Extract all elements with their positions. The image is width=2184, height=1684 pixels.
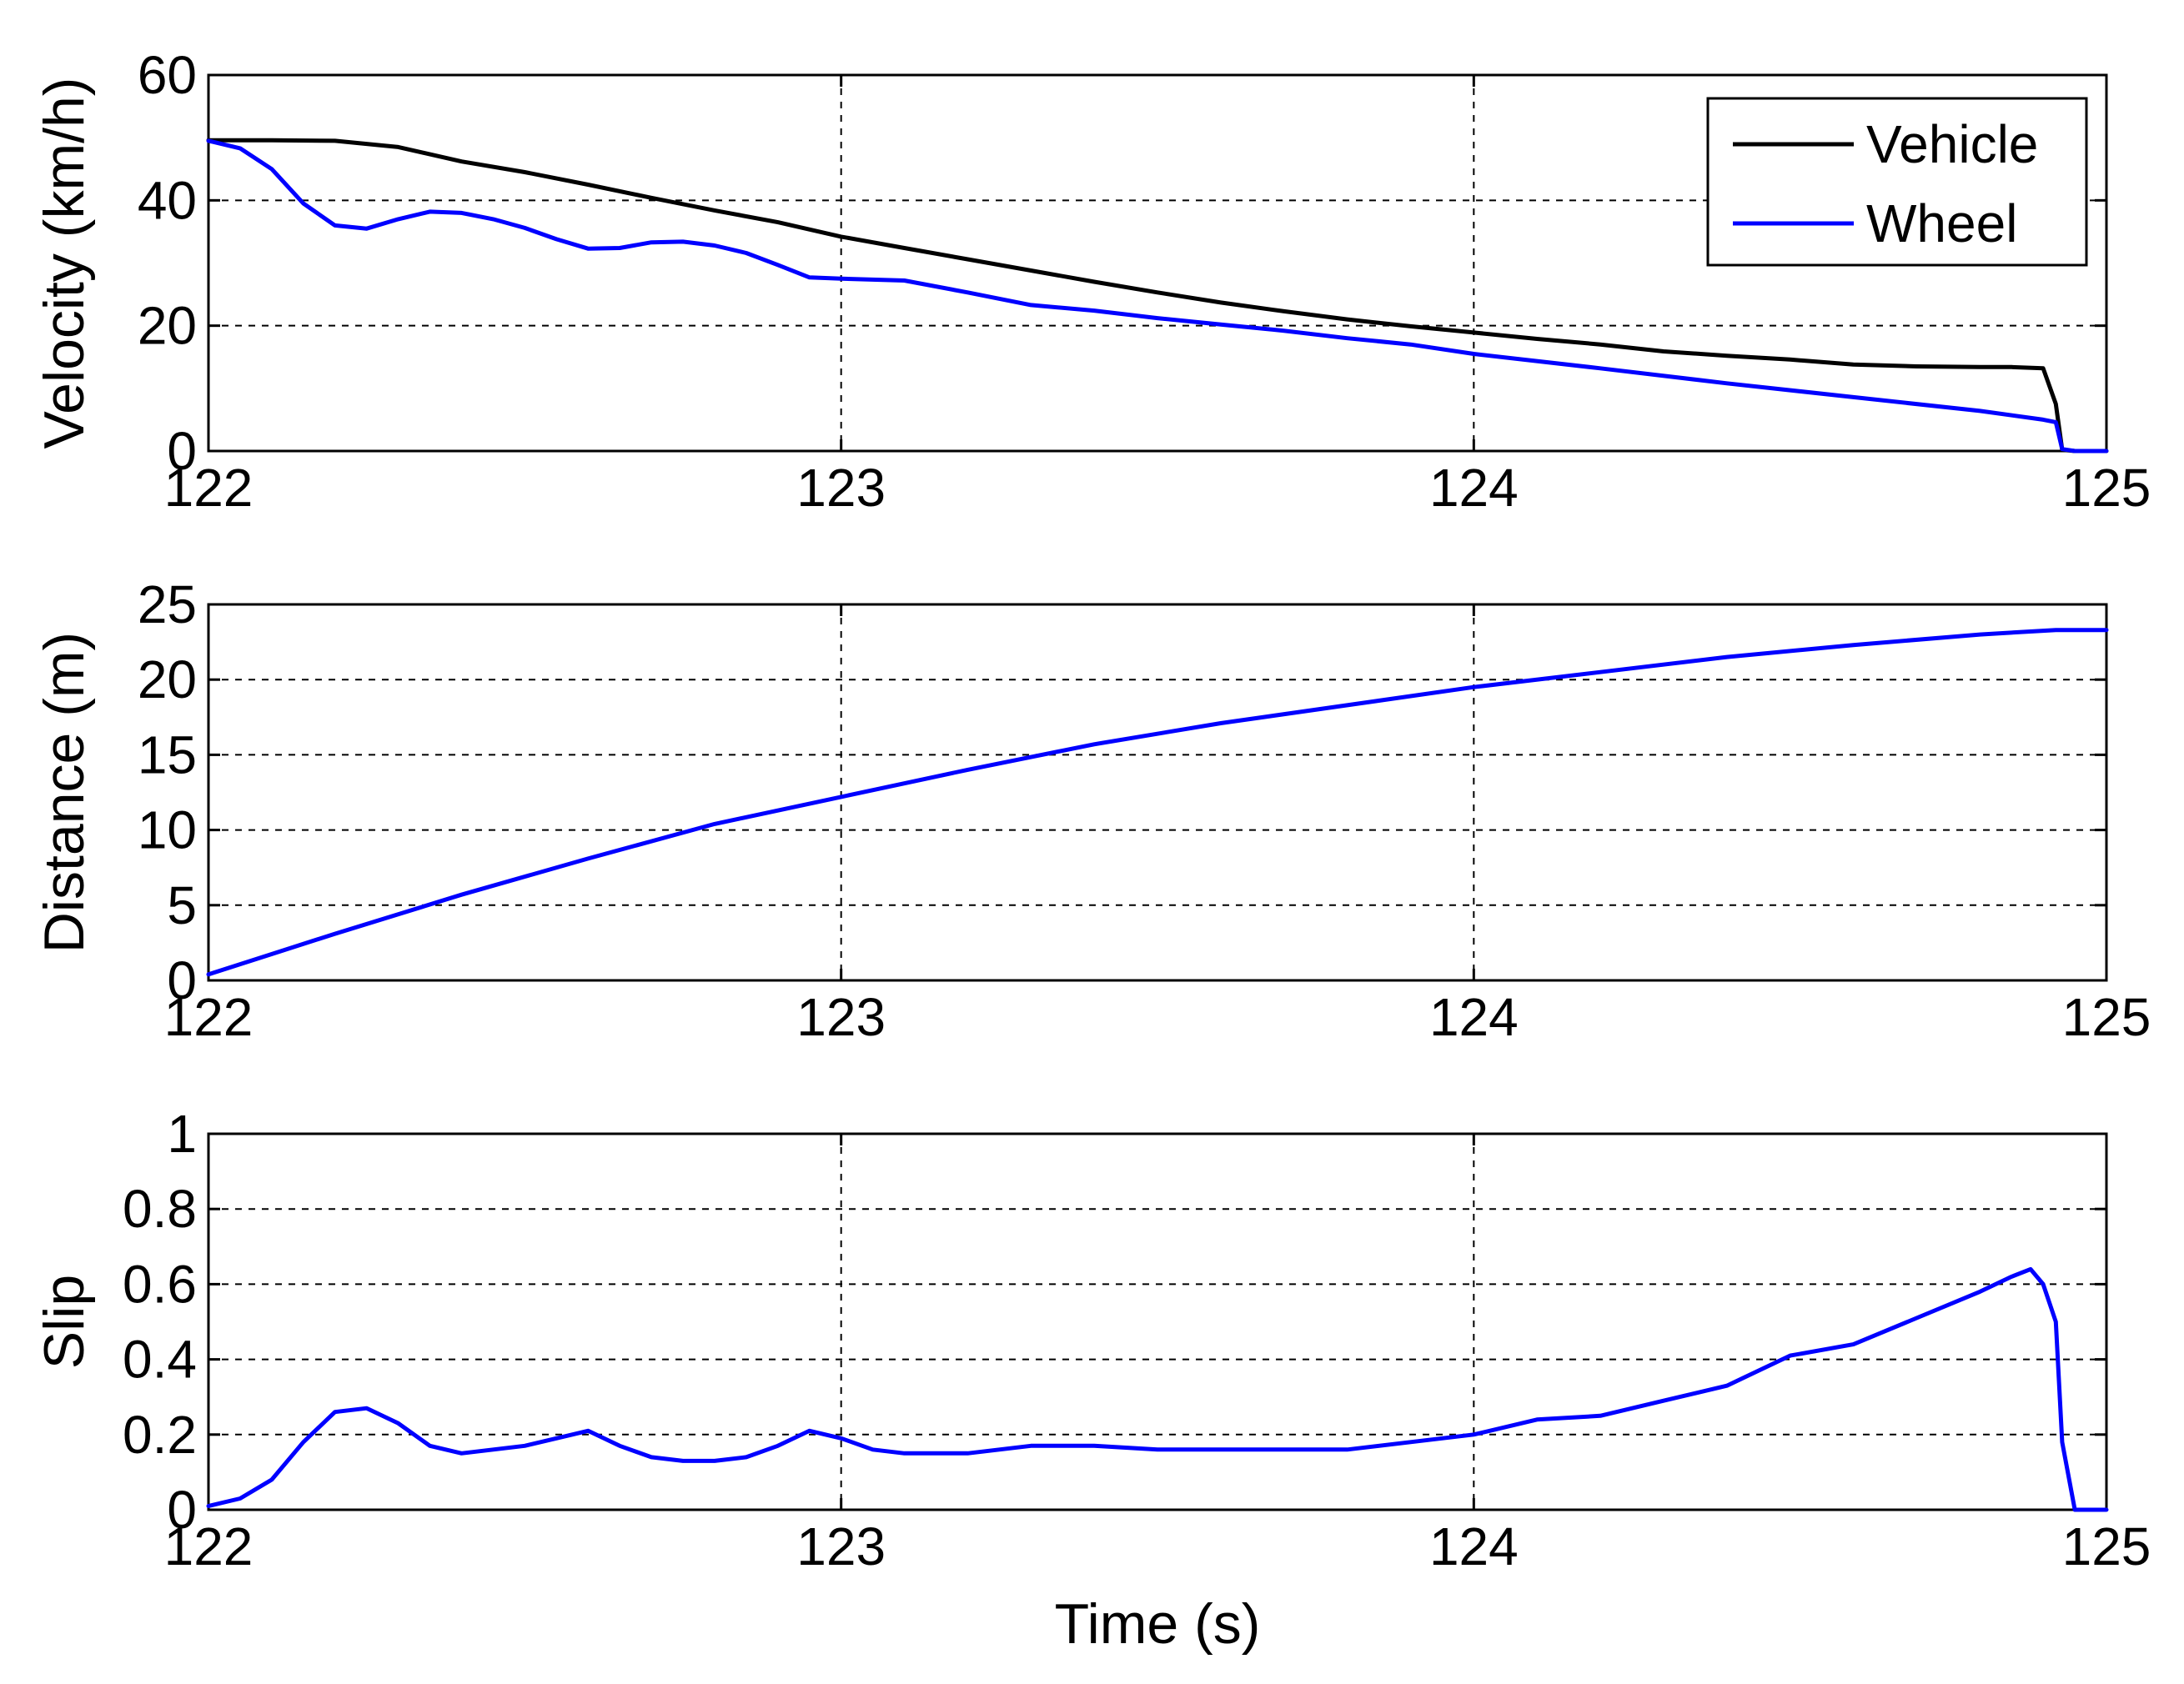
y-axis-label: Distance (m): [33, 632, 96, 953]
y-tick-label: 0.4: [123, 1330, 197, 1390]
x-tick-label: 123: [796, 1516, 886, 1576]
x-tick-label: 123: [796, 458, 886, 518]
series-line-1: [206, 1266, 2109, 1512]
x-tick-label: 124: [1429, 458, 1519, 518]
x-axis-label: Time (s): [1055, 1592, 1261, 1656]
x-tick-label: 125: [2062, 987, 2151, 1047]
subplot-1: 122 123 124 125 0 20 40 60 Velocity (km/h) Vehicl…: [33, 45, 2151, 518]
x-tick-label: 122: [164, 987, 254, 1047]
series-line-vehicle: [206, 138, 2109, 454]
x-tick-label: 122: [164, 1516, 254, 1576]
y-tick-label: 0: [167, 421, 197, 481]
y-tick-label: 1: [167, 1104, 197, 1164]
legend-label: Vehicle: [1866, 114, 2038, 174]
plot-area: [207, 1132, 2108, 1511]
x-tick-label: 124: [1429, 1516, 1519, 1576]
subplot-2: 122 123 124 125 0 5 10 15 20 25 Distance (m): [33, 574, 2151, 1047]
y-tick-label: 40: [138, 170, 197, 230]
legend-label: Wheel: [1866, 193, 2017, 253]
x-tick-label: 125: [2062, 458, 2151, 518]
series-line-1: [206, 628, 2109, 977]
y-tick-label: 25: [138, 574, 197, 634]
legend-box: [1706, 97, 2088, 267]
series-line-wheel: [206, 138, 2109, 454]
y-tick-label: 20: [138, 296, 197, 356]
y-tick-label: 10: [138, 800, 197, 860]
x-tick-label: 125: [2062, 1516, 2151, 1576]
y-tick-label: 0.8: [123, 1179, 197, 1239]
y-tick-label: 0.6: [123, 1254, 197, 1314]
plot-area: [207, 603, 2108, 982]
y-axis-label: Slip: [33, 1275, 96, 1369]
subplot-3: 122 123 124 125 0 0.2 0.4 0.6 0.8 1 Slip Time (s): [33, 1104, 2151, 1656]
legend: Vehicle Wheel: [1706, 97, 2088, 267]
y-tick-label: 0: [167, 950, 197, 1010]
x-tick-label: 123: [796, 987, 886, 1047]
y-tick-label: 0.2: [123, 1405, 197, 1465]
y-tick-label: 60: [138, 45, 197, 105]
y-tick-label: 5: [167, 875, 197, 935]
y-axis-label: Velocity (km/h): [33, 78, 96, 449]
y-tick-label: 15: [138, 724, 197, 784]
x-tick-label: 122: [164, 458, 254, 518]
x-tick-label: 124: [1429, 987, 1519, 1047]
y-tick-label: 20: [138, 649, 197, 709]
y-tick-label: 0: [167, 1480, 197, 1540]
